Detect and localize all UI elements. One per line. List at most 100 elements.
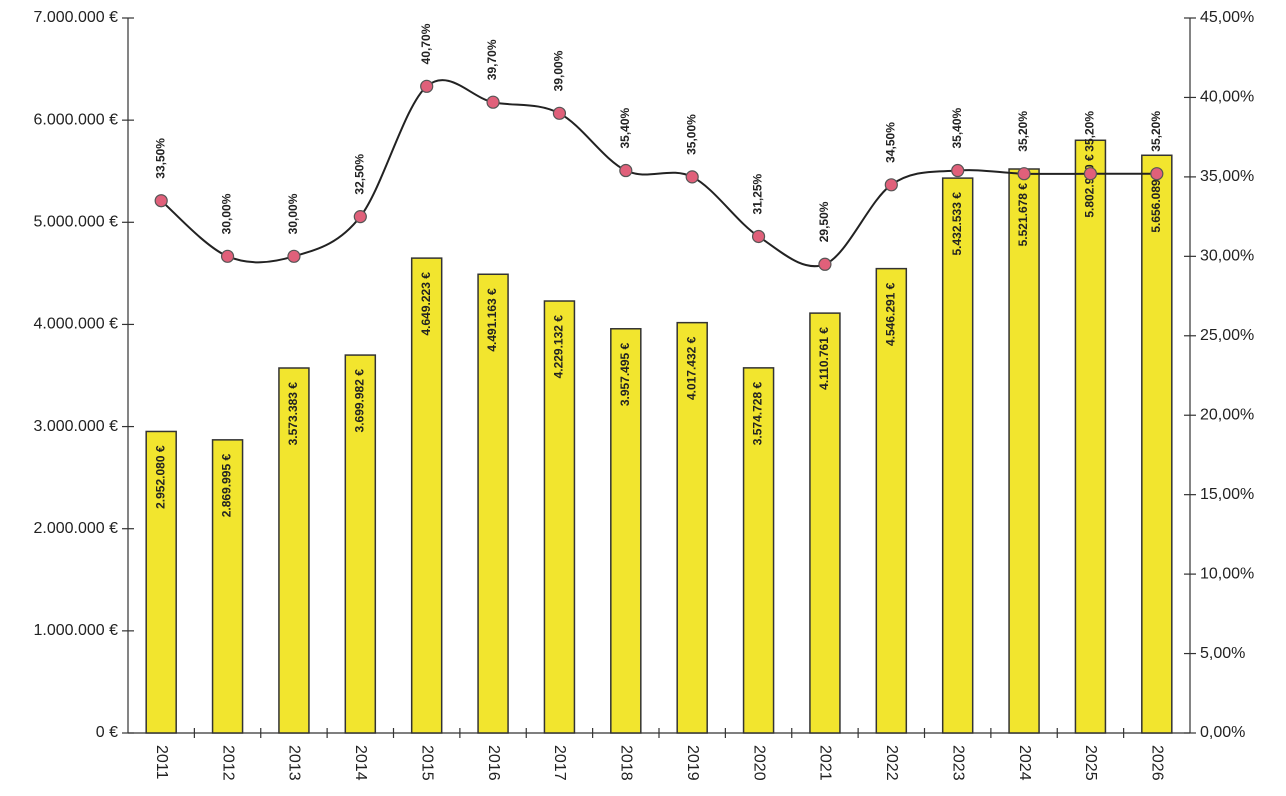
line-value-label: 30,00% xyxy=(286,193,300,234)
bar xyxy=(610,328,642,734)
bar-value-label: 2.952.080 € xyxy=(153,445,167,509)
line-value-label: 35,20% xyxy=(1016,111,1030,152)
line-point xyxy=(818,257,832,271)
bar xyxy=(875,267,908,734)
line-point xyxy=(220,249,235,263)
x-tick-label: 2026 xyxy=(1149,745,1166,781)
y-tick-label: 3.000.000 € xyxy=(33,418,118,435)
y2-tick-label: 35,00% xyxy=(1200,168,1254,185)
line-value-label: 40,70% xyxy=(419,23,433,64)
y-tick-label: 0 € xyxy=(96,724,118,741)
line-value-label: 35,20% xyxy=(1149,111,1163,152)
bar xyxy=(941,177,974,734)
bar-value-label: 4.110.761 € xyxy=(817,327,831,390)
line-point xyxy=(1150,167,1164,181)
bar xyxy=(211,439,244,734)
y-tick-label: 5.000.000 € xyxy=(33,214,118,231)
y2-tick-label: 20,00% xyxy=(1200,406,1254,423)
line-point xyxy=(884,178,898,192)
y-tick-label: 6.000.000 € xyxy=(33,111,118,128)
x-tick-label: 2021 xyxy=(817,745,834,781)
x-tick-label: 2023 xyxy=(949,745,966,781)
x-tick-label: 2018 xyxy=(618,745,635,781)
bar xyxy=(742,367,775,734)
bar xyxy=(1141,154,1173,734)
y2-tick-label: 45,00% xyxy=(1200,9,1254,26)
x-tick-label: 2014 xyxy=(352,745,369,781)
line-value-label: 35,40% xyxy=(618,108,632,149)
line-value-label: 35,00% xyxy=(684,114,698,155)
y-tick-label: 4.000.000 € xyxy=(33,316,118,333)
bar xyxy=(1074,139,1107,734)
x-tick-label: 2015 xyxy=(418,745,435,781)
line xyxy=(160,79,1157,268)
x-tick-label: 2020 xyxy=(750,745,767,781)
x-tick-label: 2017 xyxy=(551,745,568,781)
y2-tick-label: 30,00% xyxy=(1200,248,1254,265)
x-tick-label: 2025 xyxy=(1082,745,1099,781)
line-value-label: 39,70% xyxy=(485,39,499,80)
x-tick-label: 2019 xyxy=(684,745,701,781)
bar-value-label: 4.546.291 € xyxy=(883,282,897,346)
y2-tick-label: 10,00% xyxy=(1200,565,1254,582)
y2-tick-label: 0,00% xyxy=(1200,724,1245,741)
bar xyxy=(477,273,509,734)
line-value-label: 39,00% xyxy=(552,50,566,91)
y2-tick-label: 25,00% xyxy=(1200,327,1254,344)
bar-value-label: 3.699.982 € xyxy=(352,369,366,433)
bar xyxy=(809,312,841,734)
x-tick-label: 2012 xyxy=(219,745,236,781)
x-tick-label: 2016 xyxy=(485,745,502,781)
bar-value-label: 4.229.132 € xyxy=(552,315,566,379)
y2-tick-label: 15,00% xyxy=(1200,486,1254,503)
line-point xyxy=(353,210,367,224)
bar xyxy=(676,321,708,734)
line-value-label: 29,50% xyxy=(817,201,831,242)
y-tick-label: 1.000.000 € xyxy=(33,622,118,639)
bar xyxy=(410,257,443,734)
line-point xyxy=(619,163,633,178)
line-value-label: 30,00% xyxy=(220,193,234,234)
bar-value-label: 4.017.432 € xyxy=(684,336,698,400)
line-point xyxy=(751,229,766,244)
line-point xyxy=(486,95,500,109)
line-value-label: 35,20% xyxy=(1083,111,1097,152)
bar-value-label: 5.656.089 € xyxy=(1149,169,1163,233)
bar-value-label: 5.432.533 € xyxy=(950,192,964,256)
line-point xyxy=(1083,167,1098,181)
y-tick-label: 7.000.000 € xyxy=(33,9,118,26)
line-point xyxy=(552,106,567,120)
bar xyxy=(145,430,177,734)
x-tick-label: 2024 xyxy=(1016,745,1033,781)
bar xyxy=(543,300,576,734)
line-value-label: 35,40% xyxy=(950,108,964,149)
line-value-label: 34,50% xyxy=(883,122,897,163)
bar-value-label: 3.957.495 € xyxy=(618,342,632,406)
y2-tick-label: 40,00% xyxy=(1200,89,1254,106)
bar-value-label: 4.649.223 € xyxy=(419,272,433,336)
bar-value-label: 3.574.728 € xyxy=(751,382,765,446)
bar xyxy=(1008,168,1040,734)
x-tick-label: 2011 xyxy=(153,745,170,780)
line-point xyxy=(420,79,434,93)
bar-value-label: 5.521.678 € xyxy=(1016,183,1030,247)
y2-tick-label: 5,00% xyxy=(1200,645,1245,662)
bar-value-label: 5.802.980 € xyxy=(1083,154,1097,218)
bar xyxy=(344,354,377,734)
x-tick-label: 2022 xyxy=(883,745,900,781)
line-point xyxy=(951,163,965,178)
line-point xyxy=(154,194,168,208)
bar-value-label: 4.491.163 € xyxy=(485,288,499,352)
bar-value-label: 2.869.995 € xyxy=(220,454,234,518)
line-point xyxy=(287,249,301,263)
line-value-label: 33,50% xyxy=(153,138,167,179)
x-tick-label: 2013 xyxy=(286,745,303,781)
y-tick-label: 2.000.000 € xyxy=(33,520,118,537)
line-value-label: 32,50% xyxy=(352,154,366,195)
line-point xyxy=(1017,167,1031,181)
bar-value-label: 3.573.383 € xyxy=(286,382,300,446)
bar xyxy=(278,367,310,734)
line-value-label: 31,25% xyxy=(751,173,765,214)
line-point xyxy=(685,170,699,184)
